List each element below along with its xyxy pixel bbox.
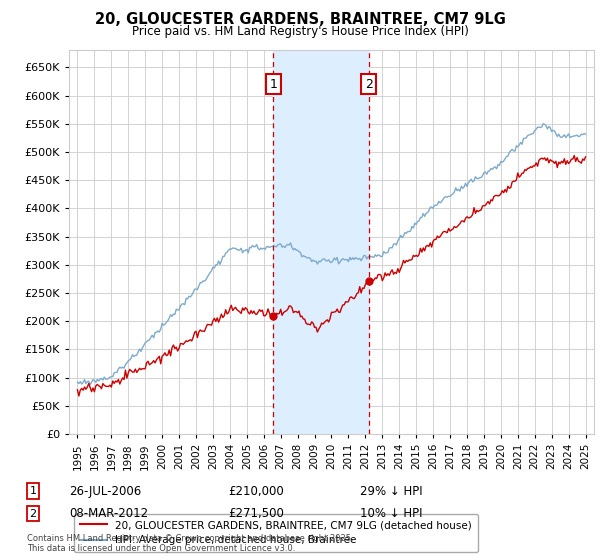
Text: 2: 2 — [29, 508, 37, 519]
Text: 10% ↓ HPI: 10% ↓ HPI — [360, 507, 422, 520]
Text: 1: 1 — [29, 486, 37, 496]
Text: £271,500: £271,500 — [228, 507, 284, 520]
Text: 08-MAR-2012: 08-MAR-2012 — [69, 507, 148, 520]
Text: 26-JUL-2006: 26-JUL-2006 — [69, 484, 141, 498]
Legend: 20, GLOUCESTER GARDENS, BRAINTREE, CM7 9LG (detached house), HPI: Average price,: 20, GLOUCESTER GARDENS, BRAINTREE, CM7 9… — [74, 514, 478, 552]
Text: 29% ↓ HPI: 29% ↓ HPI — [360, 484, 422, 498]
Text: £210,000: £210,000 — [228, 484, 284, 498]
Text: 1: 1 — [269, 78, 277, 91]
Text: Price paid vs. HM Land Registry's House Price Index (HPI): Price paid vs. HM Land Registry's House … — [131, 25, 469, 38]
Text: 2: 2 — [365, 78, 373, 91]
Text: Contains HM Land Registry data © Crown copyright and database right 2025.
This d: Contains HM Land Registry data © Crown c… — [27, 534, 353, 553]
Bar — [274, 50, 368, 434]
Text: 20, GLOUCESTER GARDENS, BRAINTREE, CM7 9LG: 20, GLOUCESTER GARDENS, BRAINTREE, CM7 9… — [95, 12, 505, 27]
